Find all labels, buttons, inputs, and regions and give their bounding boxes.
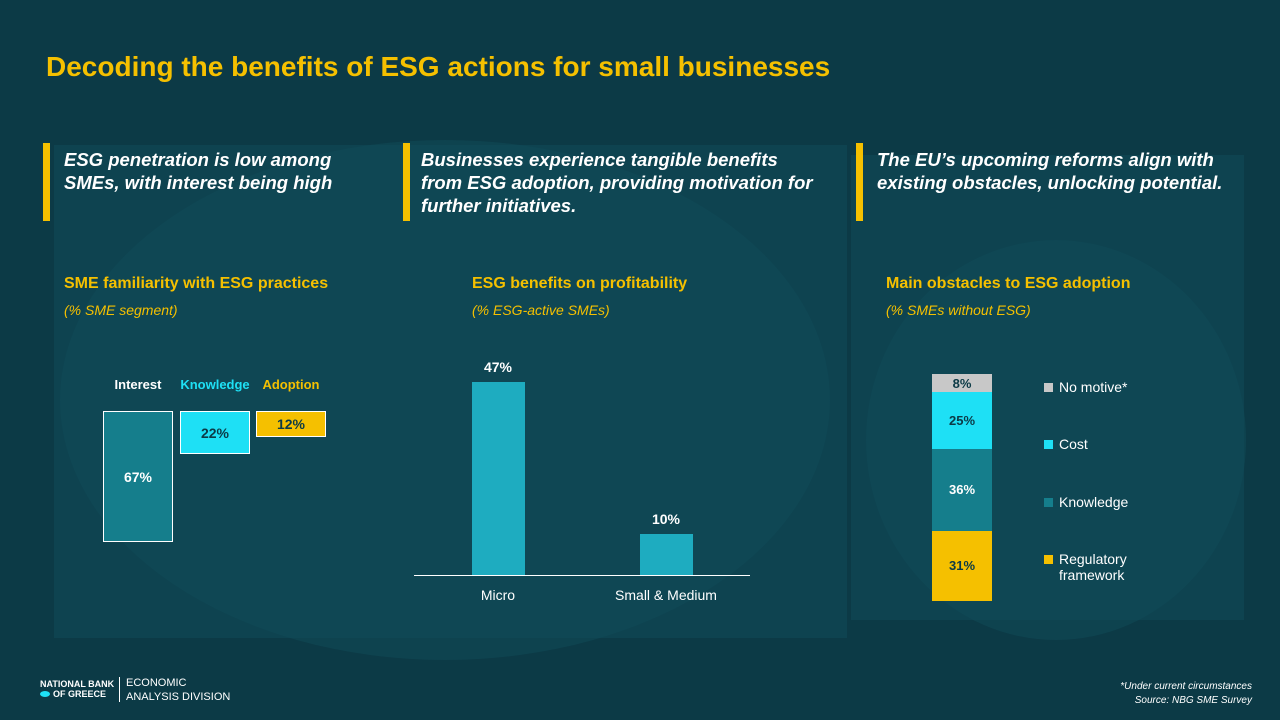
decorative-ellipse <box>60 140 830 660</box>
logo-line-1: NATIONAL BANK <box>40 679 115 689</box>
legend-label: Regulatory framework <box>1059 551 1127 583</box>
legend-swatch <box>1044 498 1053 507</box>
familiarity-chart-title: SME familiarity with ESG practices <box>64 275 329 292</box>
division-line-2: ANALYSIS DIVISION <box>126 691 231 703</box>
profitability-value-label: 47% <box>483 359 513 375</box>
familiarity-bar: 12% <box>256 411 326 437</box>
familiarity-category-label: Adoption <box>262 377 320 392</box>
obstacles-segment: 36% <box>932 448 992 531</box>
headline-2: Businesses experience tangible benefits … <box>421 149 813 216</box>
division-name: ECONOMIC ANALYSIS DIVISION <box>126 676 230 704</box>
division-line-1: ECONOMIC <box>126 677 187 689</box>
footnote: *Under current circumstances Source: NBG… <box>1120 680 1252 708</box>
source-text: Source: NBG SME Survey <box>1134 695 1252 706</box>
familiarity-chart-subtitle: (% SME segment) <box>64 302 178 318</box>
legend-swatch <box>1044 555 1053 564</box>
obstacles-legend-item: Knowledge <box>1044 494 1154 510</box>
nbg-logo: NATIONAL BANK OF GREECE <box>40 679 114 699</box>
logo-divider <box>119 677 120 702</box>
headline-accent-3 <box>856 143 863 221</box>
obstacles-chart-title: Main obstacles to ESG adoption <box>886 275 1131 292</box>
familiarity-bar: 67% <box>103 411 173 542</box>
legend-label: No motive* <box>1059 379 1128 395</box>
obstacles-segment: 8% <box>932 374 992 393</box>
profitability-x-axis <box>414 575 750 576</box>
familiarity-category-label: Interest <box>114 377 162 392</box>
obstacles-legend-item: No motive* <box>1044 379 1154 395</box>
familiarity-value-label: 12% <box>276 416 306 432</box>
footnote-text: *Under current circumstances <box>1120 681 1252 692</box>
profitability-bar <box>471 382 525 575</box>
headline-1: ESG penetration is low among SMEs, with … <box>64 149 333 193</box>
page-title: Decoding the benefits of ESG actions for… <box>46 51 831 82</box>
profitability-chart-title: ESG benefits on profitability <box>472 275 688 292</box>
headline-3: The EU’s upcoming reforms align with exi… <box>877 149 1223 193</box>
logo-line-2-text: OF GREECE <box>53 689 107 699</box>
logo-mark-icon <box>40 691 50 697</box>
familiarity-category-label: Knowledge <box>180 377 250 392</box>
logo-line-2: OF GREECE <box>40 689 114 699</box>
legend-swatch <box>1044 383 1053 392</box>
obstacles-legend-item: Cost <box>1044 436 1154 452</box>
legend-label: Cost <box>1059 436 1088 452</box>
familiarity-value-label: 67% <box>123 468 153 485</box>
headline-accent-2 <box>403 143 410 221</box>
obstacles-segment: 25% <box>932 392 992 449</box>
familiarity-bar: 22% <box>180 411 250 454</box>
obstacles-chart-subtitle: (% SMEs without ESG) <box>886 302 1031 318</box>
familiarity-value-label: 22% <box>200 424 230 441</box>
legend-label: Knowledge <box>1059 494 1129 510</box>
headline-accent-1 <box>43 143 50 221</box>
profitability-category-label: Micro <box>480 587 516 603</box>
profitability-value-label: 10% <box>651 510 681 527</box>
legend-swatch <box>1044 440 1053 449</box>
obstacles-segment: 31% <box>932 530 992 601</box>
obstacles-legend-item: Regulatory framework <box>1044 551 1154 583</box>
profitability-chart-subtitle: (% ESG-active SMEs) <box>472 302 610 318</box>
profitability-bar <box>639 533 693 575</box>
profitability-category-label: Small & Medium <box>615 587 717 603</box>
decorative-ellipse-right <box>866 240 1246 640</box>
